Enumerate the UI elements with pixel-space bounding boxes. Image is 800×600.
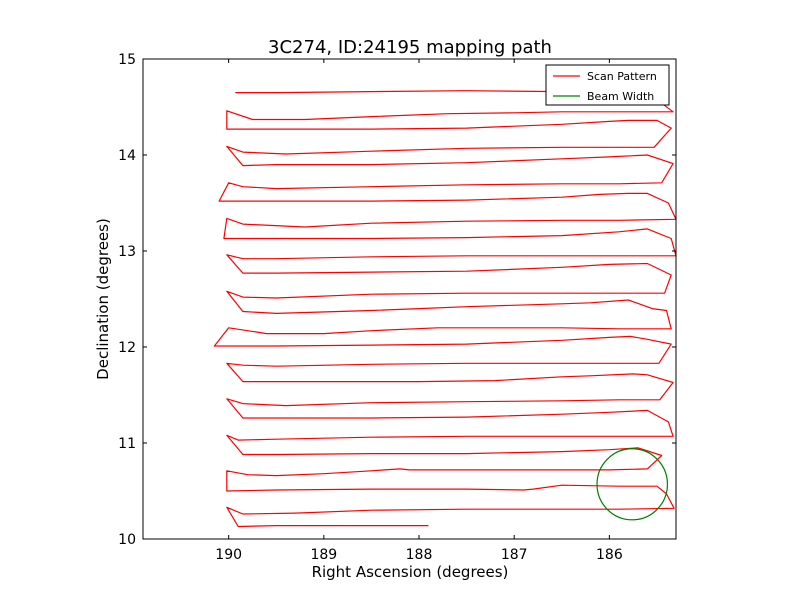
y-axis-label: Declination (degrees) [94, 218, 112, 380]
legend-box [545, 64, 670, 106]
legend-label-beam-width: Beam Width [587, 90, 654, 103]
plot-area [143, 59, 676, 539]
legend: Scan Pattern Beam Width [545, 64, 670, 106]
y-tick-label: 14 [118, 148, 136, 164]
plot-frame [142, 58, 677, 540]
x-tick-label: 186 [596, 547, 623, 563]
x-tick-label: 190 [215, 547, 242, 563]
y-tick-label: 12 [118, 340, 136, 356]
y-tick-label: 15 [118, 52, 136, 68]
x-tick-label: 188 [406, 547, 433, 563]
legend-label-scan-pattern: Scan Pattern [587, 70, 657, 83]
y-tick-label: 13 [118, 244, 136, 260]
scan-pattern-line [213, 90, 677, 528]
chart-title: 3C274, ID:24195 mapping path [268, 37, 552, 58]
x-tick-label: 189 [310, 547, 337, 563]
y-tick-label: 11 [118, 436, 136, 452]
x-axis-label: Right Ascension (degrees) [312, 563, 509, 581]
x-tick-label: 187 [501, 547, 528, 563]
beam-width-circle [596, 448, 669, 521]
y-tick-label: 10 [118, 532, 136, 548]
series-layer [213, 90, 677, 528]
ticks-layer: 190 189 188 187 186 10 11 12 13 14 15 [118, 52, 676, 563]
